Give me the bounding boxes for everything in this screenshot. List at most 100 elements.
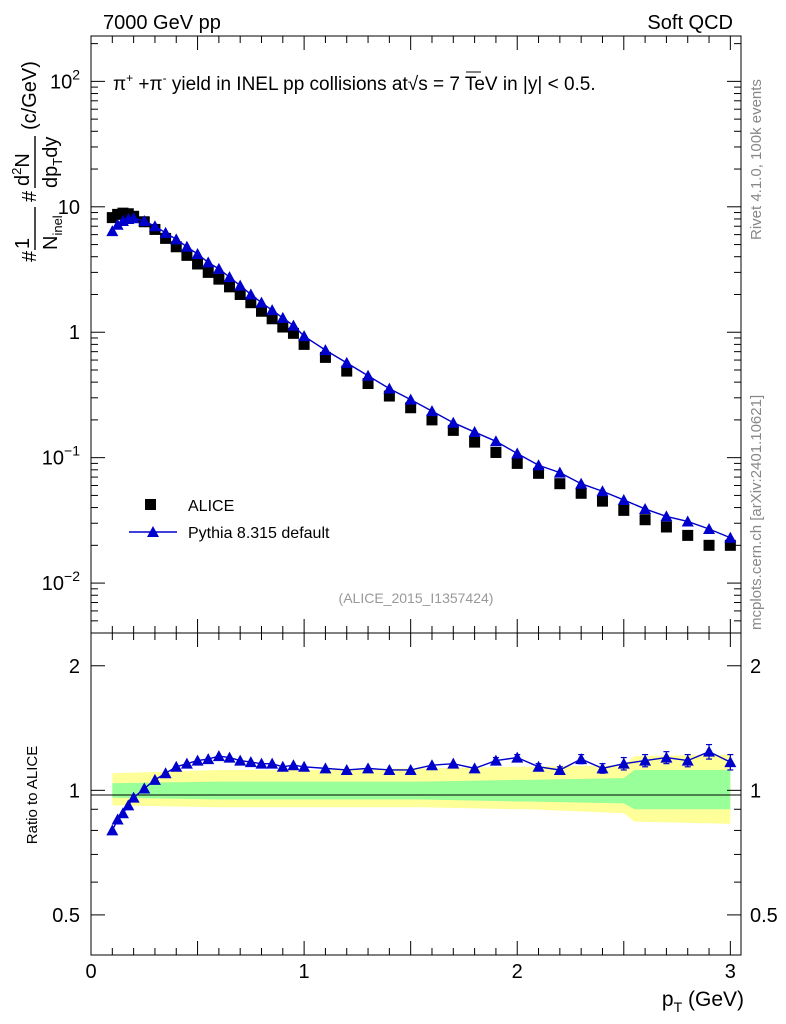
pythia-ratio-point xyxy=(255,757,268,769)
svg-text:#: # xyxy=(19,190,41,202)
pythia-ratio-point xyxy=(180,757,193,769)
mcplots-label: mcplots.cern.ch [arXiv:2401.10621] xyxy=(748,395,765,630)
pythia-point xyxy=(127,212,140,224)
pythia-point xyxy=(425,405,438,417)
alice-point xyxy=(341,365,353,377)
alice-point xyxy=(724,539,736,551)
alice-point xyxy=(405,402,417,414)
pythia-ratio-point xyxy=(276,760,289,772)
pythia-point xyxy=(159,226,172,238)
alice-point xyxy=(266,313,278,325)
pythia-point xyxy=(532,459,545,471)
pythia-point xyxy=(404,393,417,405)
pythia-ratio-point xyxy=(111,813,124,825)
pythia-ratio-point xyxy=(202,753,215,765)
pythia-point xyxy=(255,296,268,308)
alice-point xyxy=(447,424,459,436)
pythia-point xyxy=(202,256,215,268)
alice-point xyxy=(234,288,246,300)
ratio-y-axis-label: Ratio to ALICE xyxy=(24,746,41,844)
pythia-ratio-point xyxy=(191,754,204,766)
pythia-point xyxy=(212,262,225,274)
pythia-point xyxy=(724,531,737,543)
ratio-plot-area xyxy=(106,743,737,836)
analysis-id-label: (ALICE_2015_I1357424) xyxy=(339,590,494,606)
pythia-point xyxy=(639,502,652,514)
svg-text:d2N: d2N xyxy=(9,153,34,186)
ratio-y-tick-label-right-2: 2 xyxy=(750,656,761,678)
main-y-tick-labels: 102 10 1 10−1 10−2 xyxy=(42,66,80,595)
pythia-point xyxy=(362,369,375,381)
ratio-y-tick-label-right-1: 1 xyxy=(750,780,761,802)
svg-text:#: # xyxy=(19,250,41,262)
alice-point xyxy=(639,514,651,526)
alice-point xyxy=(319,351,331,363)
y-tick-label-100: 102 xyxy=(50,66,80,93)
ratio-frame xyxy=(90,632,742,956)
pythia-ratio-point xyxy=(319,762,332,774)
alice-point xyxy=(213,273,225,285)
alice-point xyxy=(490,446,502,458)
ratio-y-tick-label-0.5: 0.5 xyxy=(52,905,80,927)
pythia-ratio-point xyxy=(122,799,135,811)
pythia-point xyxy=(191,248,204,260)
pythia-point xyxy=(575,477,588,489)
alice-point xyxy=(469,436,481,448)
pythia-ratio-point xyxy=(106,824,119,836)
pythia-point xyxy=(148,220,161,232)
main-panel: 102 10 1 10−1 10−2 π+ +π- yield in INEL … xyxy=(9,35,742,634)
pythia-ratio-point xyxy=(660,751,673,763)
plot-title: π+ +π- yield in INEL pp collisions at√s … xyxy=(113,71,596,95)
pythia-ratio-point xyxy=(223,751,236,763)
alice-point xyxy=(554,478,566,490)
pythia-ratio-point xyxy=(425,759,438,771)
pythia-ratio-point xyxy=(138,782,151,794)
x-tick-label-2: 2 xyxy=(512,961,523,983)
pythia-ratio-point xyxy=(468,762,481,774)
alice-point xyxy=(224,281,236,293)
alice-point xyxy=(277,321,289,333)
pythia-point xyxy=(553,466,566,478)
pythia-point xyxy=(660,510,673,522)
alice-point xyxy=(511,457,523,469)
rivet-version-label: Rivet 4.1.0, 100k events xyxy=(748,79,765,240)
sqrt-symbol: √ xyxy=(408,74,419,95)
alice-point xyxy=(362,378,374,390)
pythia-ratio-point xyxy=(596,762,609,774)
main-ticks xyxy=(90,36,741,634)
pythia-ratio-point xyxy=(287,759,300,771)
pythia-point xyxy=(234,279,247,291)
alice-point xyxy=(287,327,299,339)
pythia-ratio-point xyxy=(170,760,183,772)
x-axis-label: pT (GeV) xyxy=(662,988,744,1015)
pythia-ratio-point xyxy=(404,763,417,775)
pythia-ratio-point xyxy=(159,767,172,779)
alice-point xyxy=(618,504,630,516)
pythia-point xyxy=(340,356,353,368)
ratio-y-tick-label-2: 2 xyxy=(69,656,80,678)
pythia-ratio-point xyxy=(266,757,279,769)
pythia-ratio-point xyxy=(724,756,737,768)
alice-point xyxy=(703,539,715,551)
alice-point xyxy=(533,467,545,479)
pythia-point xyxy=(266,304,279,316)
y-tick-label-1: 1 xyxy=(69,322,80,344)
alice-point xyxy=(160,232,172,244)
pythia-point xyxy=(489,435,502,447)
pythia-ratio-point xyxy=(681,754,694,766)
pythia-point xyxy=(511,447,524,459)
svg-text:1: 1 xyxy=(12,238,34,249)
energy-label: 7000 GeV pp xyxy=(103,12,221,34)
pythia-ratio-point xyxy=(703,745,716,757)
y-tick-label-10: 10 xyxy=(58,197,80,219)
alice-point xyxy=(682,529,694,541)
legend-marker-alice xyxy=(145,499,156,510)
alice-point xyxy=(383,390,395,402)
x-tick-label-0: 0 xyxy=(85,961,96,983)
pythia-ratio-point xyxy=(244,756,257,768)
pythia-point xyxy=(138,215,151,227)
y-tick-label-0.1: 10−1 xyxy=(42,443,80,470)
svg-text:Ninel: Ninel xyxy=(40,215,65,250)
alice-point xyxy=(192,258,204,270)
process-label: Soft QCD xyxy=(647,12,733,34)
